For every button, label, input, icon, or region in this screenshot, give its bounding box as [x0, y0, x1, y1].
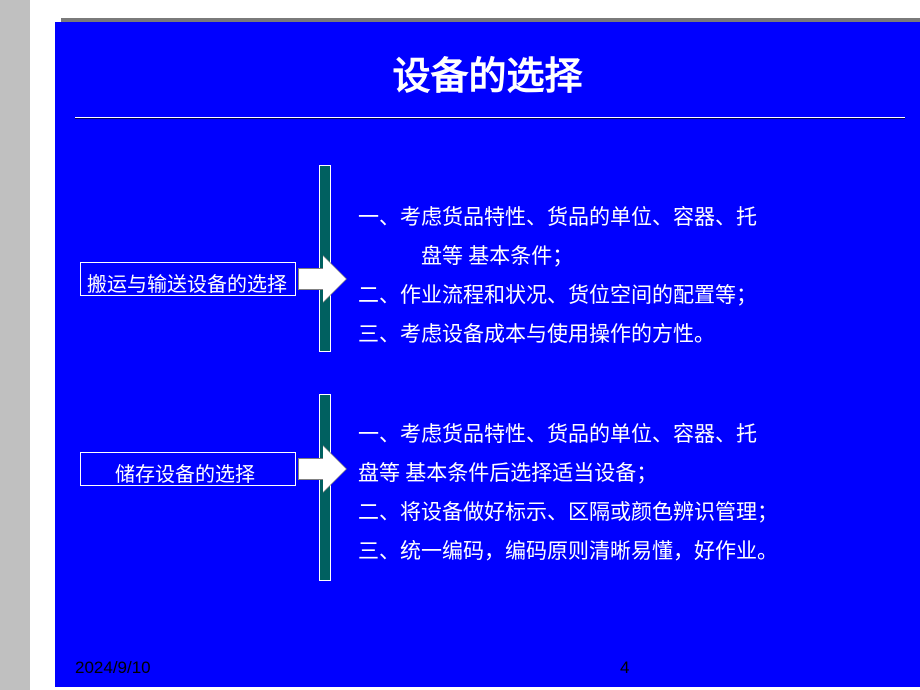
- content-line: 盘等 基本条件后选择适当设备；: [358, 454, 898, 493]
- left-gray-decoration: [0, 0, 30, 690]
- content-line: 二、作业流程和状况、货位空间的配置等；: [358, 276, 898, 315]
- content-line: 一、考虑货品特性、货品的单位、容器、托: [358, 198, 898, 237]
- content-line: 盘等 基本条件；: [358, 237, 898, 276]
- content-line: 二、将设备做好标示、区隔或颜色辨识管理；: [358, 493, 898, 532]
- content-line: 三、统一编码，编码原则清晰易懂，好作业。: [358, 532, 898, 571]
- footer-date: 2024/9/10: [75, 658, 151, 678]
- section-label-storage: 储存设备的选择: [80, 452, 296, 486]
- slide-title: 设备的选择: [55, 45, 920, 100]
- slide-container: 设备的选择 搬运与输送设备的选择 一、考虑货品特性、货品的单位、容器、托 盘等 …: [0, 0, 920, 690]
- content-block-storage: 一、考虑货品特性、货品的单位、容器、托 盘等 基本条件后选择适当设备； 二、将设…: [358, 415, 898, 570]
- arrow-icon-1: [298, 256, 346, 302]
- title-underline: [75, 117, 905, 119]
- slide-background: [55, 22, 920, 687]
- content-line: 三、考虑设备成本与使用操作的方性。: [358, 315, 898, 354]
- section-label-transport: 搬运与输送设备的选择: [80, 262, 296, 296]
- content-line: 一、考虑货品特性、货品的单位、容器、托: [358, 415, 898, 454]
- arrow-icon-2: [298, 446, 346, 492]
- content-block-transport: 一、考虑货品特性、货品的单位、容器、托 盘等 基本条件； 二、作业流程和状况、货…: [358, 198, 898, 353]
- footer-page-number: 4: [620, 658, 629, 678]
